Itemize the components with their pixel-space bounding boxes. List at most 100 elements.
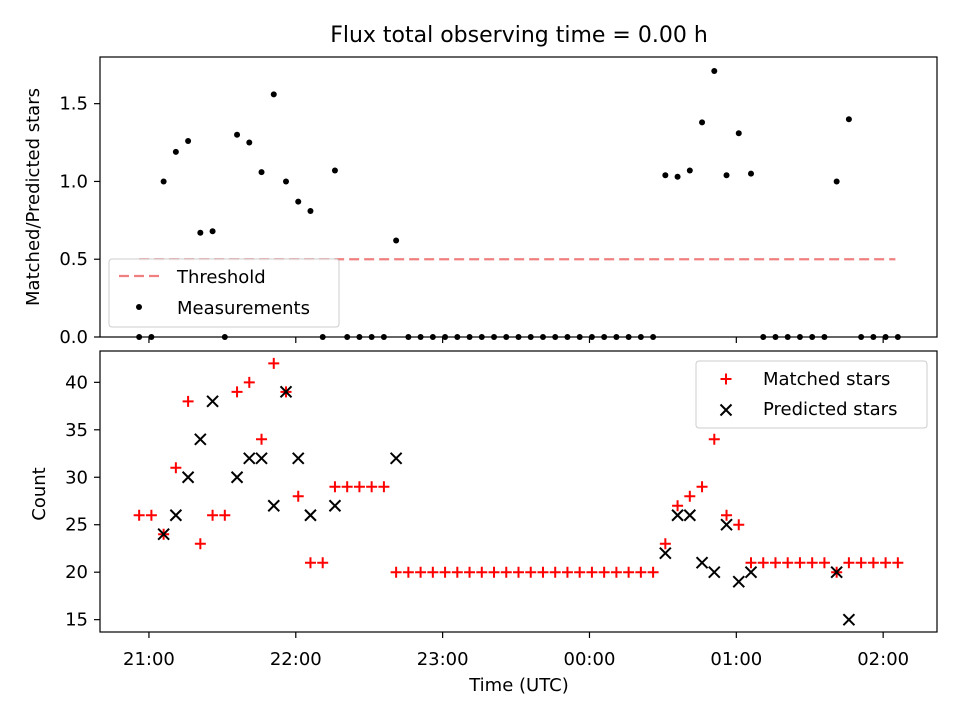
matched-star-point [304,557,316,569]
matched-star-point [880,557,892,569]
measurement-point [748,170,754,177]
matched-star-point [488,566,500,578]
matched-star-point [610,566,622,578]
y-tick-label-count: 35 [65,420,88,441]
measurement-point [699,119,706,126]
predicted-star-point [267,499,280,512]
measurement-point [185,138,192,144]
predicted-star-point [671,509,684,522]
measurement-point [393,237,400,244]
predicted-star-point [744,565,758,579]
measurement-point [686,167,693,174]
ratio-panel: Matched/Predicted stars 0.0 0.5 1.0 1.5 Thre… [23,56,938,348]
measurement-point [295,198,302,205]
predicted-star-point [708,565,721,579]
matched-star-point [439,566,451,578]
matched-star-point [317,557,329,569]
matched-star-point [806,557,818,569]
y-tick-label-count: 15 [65,610,88,631]
matched-star-point [329,481,341,493]
predicted-star-point [255,452,268,465]
legend-matched-swatch [720,373,732,385]
matched-star-point [659,538,671,550]
measurement-point [735,130,742,137]
matched-star-point [256,433,268,445]
predicted-star-point [169,509,183,522]
predicted-star-point [279,385,293,399]
measurement-point [833,178,840,185]
matched-star-point [145,509,157,521]
x-tick-label: 22:00 [270,649,322,670]
matched-star-point [769,557,781,569]
y-axis-label-ratio: Matched/Predicted stars [23,88,44,306]
predicted-star-point [304,509,317,522]
matched-star-point [353,481,365,493]
matched-star-point [464,566,476,578]
legend-count: Matched stars Predicted stars [695,360,928,429]
y-tick-label-count: 20 [65,562,88,583]
matched-star-point [292,490,304,502]
matched-star-point [500,566,512,578]
predicted-star-point [181,471,195,484]
y-tick-label-ratio: 0.0 [59,327,88,348]
matched-star-point [684,490,696,502]
matched-star-point [647,566,659,578]
matched-star-point [696,481,708,493]
matched-star-point [402,566,414,578]
matched-star-point [133,509,145,521]
predicted-star-point [720,518,733,531]
matched-star-point [219,509,231,521]
matched-star-point [635,566,647,578]
legend-measurements-swatch [136,304,142,310]
predicted-star-point [659,546,672,560]
predicted-star-point [206,395,219,408]
matched-star-point [451,566,463,578]
matched-star-point [574,566,586,578]
x-tick-label: 02:00 [857,649,909,670]
measurement-point [209,228,216,235]
matched-star-point [818,557,830,569]
measurement-point [270,91,277,98]
matched-star-point [427,566,439,578]
matched-star-point [892,557,904,569]
matched-star-point [561,566,573,578]
y-tick-label-count: 30 [65,467,88,488]
predicted-star-point [328,499,342,512]
chart-title: Flux total observing time = 0.00 h [330,23,708,48]
matched-star-point [855,557,867,569]
matched-star-point [476,566,488,578]
legend-measurements-label: Measurements [177,298,310,319]
predicted-star-point [695,556,709,569]
y-axis-label-count: Count [29,467,50,520]
matched-star-point [586,566,598,578]
matched-star-point [366,481,378,493]
legend-frame [695,360,928,429]
matched-star-point [207,509,219,521]
matched-star-point [672,500,684,512]
matched-star-point [782,557,794,569]
matched-star-point [757,557,769,569]
matched-star-point [182,395,194,407]
predicted-star-point [830,565,843,579]
y-tick-label-count: 25 [65,515,88,536]
legend-threshold-label: Threshold [176,267,266,288]
matched-star-point [623,566,635,578]
measurement-point [197,229,204,236]
measurement-point [283,178,289,185]
matched-star-point [867,557,879,569]
count-panel: Count Time (UTC) 15 20 25 30 35 40 21:00 22:00 2… [29,350,938,696]
matched-star-point [341,481,353,493]
matched-star-point [513,566,524,578]
predicted-star-point [842,613,856,626]
predicted-star-point [389,452,403,465]
x-tick-label: 23:00 [417,649,469,670]
predicted-star-point [157,528,170,541]
predicted-star-point [683,509,697,522]
y-tick-label-ratio: 0.5 [59,249,88,270]
matched-star-point [378,481,390,493]
measurement-point [172,148,179,155]
matched-star-point [525,566,537,578]
matched-star-point [537,566,549,578]
matched-star-point [170,462,182,474]
